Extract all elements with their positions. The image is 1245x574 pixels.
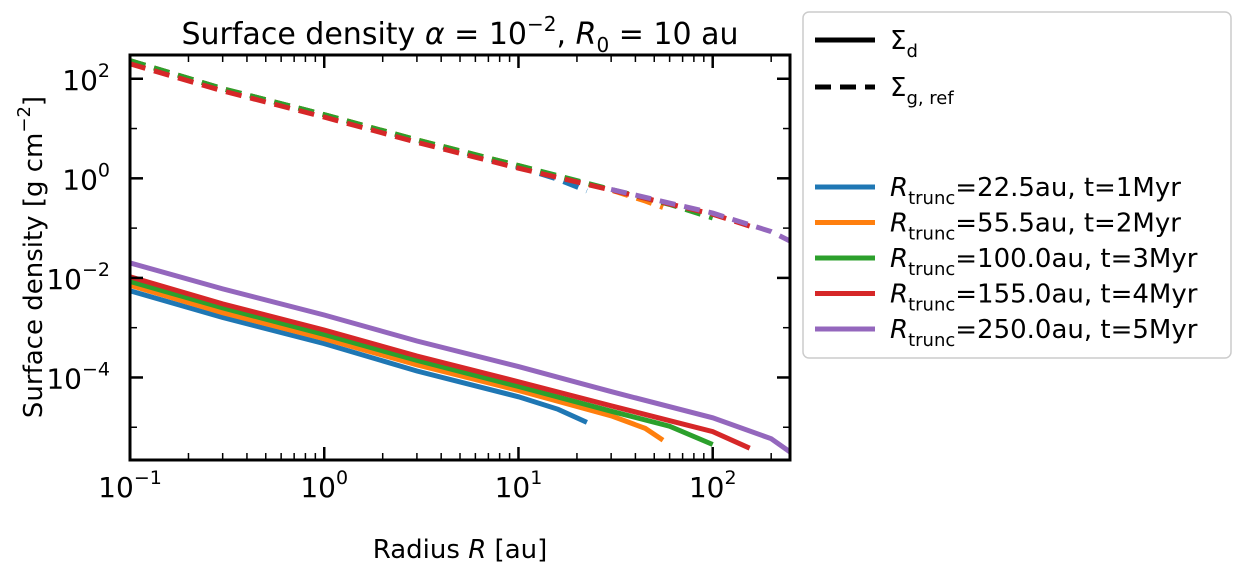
legend-label: Σd xyxy=(890,26,918,62)
y-tick-label: 10−4 xyxy=(46,358,110,395)
legend-series-label: Rtrunc=250.0au, t=5Myr xyxy=(890,315,1198,351)
legend-label: Σg, ref xyxy=(890,73,954,109)
chart-title: Surface density α = 10−2, R0 = 10 au xyxy=(181,12,738,57)
dust-line-2 xyxy=(130,282,665,443)
legend-box xyxy=(802,11,1232,359)
dust-line-4 xyxy=(130,274,751,451)
legend: Σd Σg, ref Rtrunc=22.5au, t=1MyrRtrunc=55.… xyxy=(802,11,1232,359)
tick-layer: 10−1 100 101 102 10−4 10−2 100 102 xyxy=(46,55,790,504)
y-tick-label: 102 xyxy=(62,60,110,97)
x-tick-label: 10−1 xyxy=(98,467,162,504)
x-tick-label: 100 xyxy=(300,467,348,504)
plot-frame xyxy=(128,53,792,462)
x-tick-label: 101 xyxy=(495,467,543,504)
dust-line-1 xyxy=(130,288,588,425)
x-tick-label: 102 xyxy=(689,467,737,504)
dust-line-3 xyxy=(130,278,714,447)
dust-line-5 xyxy=(130,260,790,454)
legend-series-label: Rtrunc=100.0au, t=3Myr xyxy=(890,244,1198,280)
gas-line-4 xyxy=(130,61,751,229)
y-tick-label: 10−2 xyxy=(46,259,110,296)
legend-series-label: Rtrunc=55.5au, t=2Myr xyxy=(890,209,1181,245)
y-axis-label: Surface density [g cm−2] xyxy=(14,96,49,418)
y-tick-label: 100 xyxy=(62,159,110,196)
x-axis-label: Radius R [au] xyxy=(373,535,548,565)
legend-series-label: Rtrunc=22.5au, t=1Myr xyxy=(890,173,1181,209)
series-layer xyxy=(130,58,790,454)
gas-line-5 xyxy=(610,186,790,244)
legend-series-label: Rtrunc=155.0au, t=4Myr xyxy=(890,280,1198,316)
